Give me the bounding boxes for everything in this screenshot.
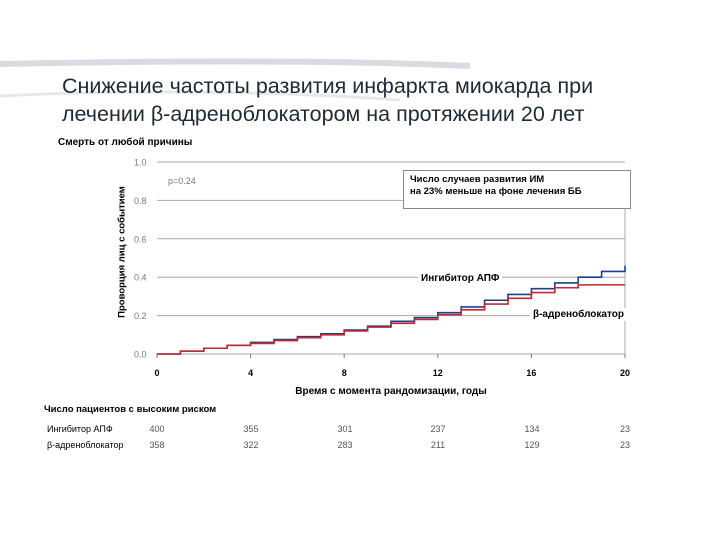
risk-table-cell: 355 xyxy=(243,424,259,434)
series-label-beta-blocker: β-адреноблокатор xyxy=(530,308,627,321)
risk-table-cell: 129 xyxy=(524,440,540,450)
y-tick-label: 0.4 xyxy=(134,273,147,283)
risk-table-row-name: β-адреноблокатор xyxy=(47,440,124,450)
risk-table-cell: 358 xyxy=(149,440,165,450)
x-tick-label: 8 xyxy=(342,368,347,378)
x-tick-label: 0 xyxy=(154,368,159,378)
slide-title-line-2: лечении β-адреноблокатором на протяжении… xyxy=(62,102,585,126)
risk-table-cell: 211 xyxy=(430,440,446,450)
risk-table-cell: 283 xyxy=(337,440,353,450)
risk-table-cell: 23 xyxy=(619,424,631,434)
series-line-beta-blocker xyxy=(157,284,625,355)
y-tick-label: 0.6 xyxy=(134,234,147,244)
annotation-box: Число случаев развития ИМ на 23% меньше … xyxy=(403,170,631,209)
x-tick-label: 12 xyxy=(433,368,443,378)
risk-table-cell: 322 xyxy=(243,440,259,450)
slide-title-line-1: Снижение частоты развития инфаркта миока… xyxy=(62,74,594,98)
risk-table-row-name: Ингибитор АПФ xyxy=(47,424,113,434)
annotation-line-1: Число случаев развития ИМ xyxy=(410,174,545,185)
slide-title: Снижение частоты развития инфаркта миока… xyxy=(62,72,712,128)
decorative-arcs xyxy=(0,58,471,102)
x-axis-label: Время с момента рандомизации, годы xyxy=(295,386,486,397)
y-tick-label: 1.0 xyxy=(134,158,147,168)
risk-table-cell: 134 xyxy=(524,424,540,434)
risk-table-cell: 400 xyxy=(149,424,165,434)
risk-table-cell: 23 xyxy=(619,440,631,450)
chart-subtitle: Смерть от любой причины xyxy=(58,137,193,148)
risk-table-cell: 301 xyxy=(337,424,353,434)
p-value-label: p=0.24 xyxy=(168,176,196,186)
y-tick-label: 0.2 xyxy=(134,311,147,321)
x-tick-label: 20 xyxy=(620,368,630,378)
risk-table-cell: 237 xyxy=(430,424,446,434)
y-tick-label: 0.8 xyxy=(134,196,147,206)
x-tick-label: 4 xyxy=(248,368,253,378)
risk-table-title: Число пациентов с высоким риском xyxy=(44,404,217,415)
annotation-line-2: на 23% меньше на фоне лечения ББ xyxy=(410,186,582,197)
series-label-ace-inhibitor: Ингибитор АПФ xyxy=(418,272,503,285)
x-tick-label: 16 xyxy=(526,368,536,378)
y-tick-label: 0.0 xyxy=(134,350,147,360)
